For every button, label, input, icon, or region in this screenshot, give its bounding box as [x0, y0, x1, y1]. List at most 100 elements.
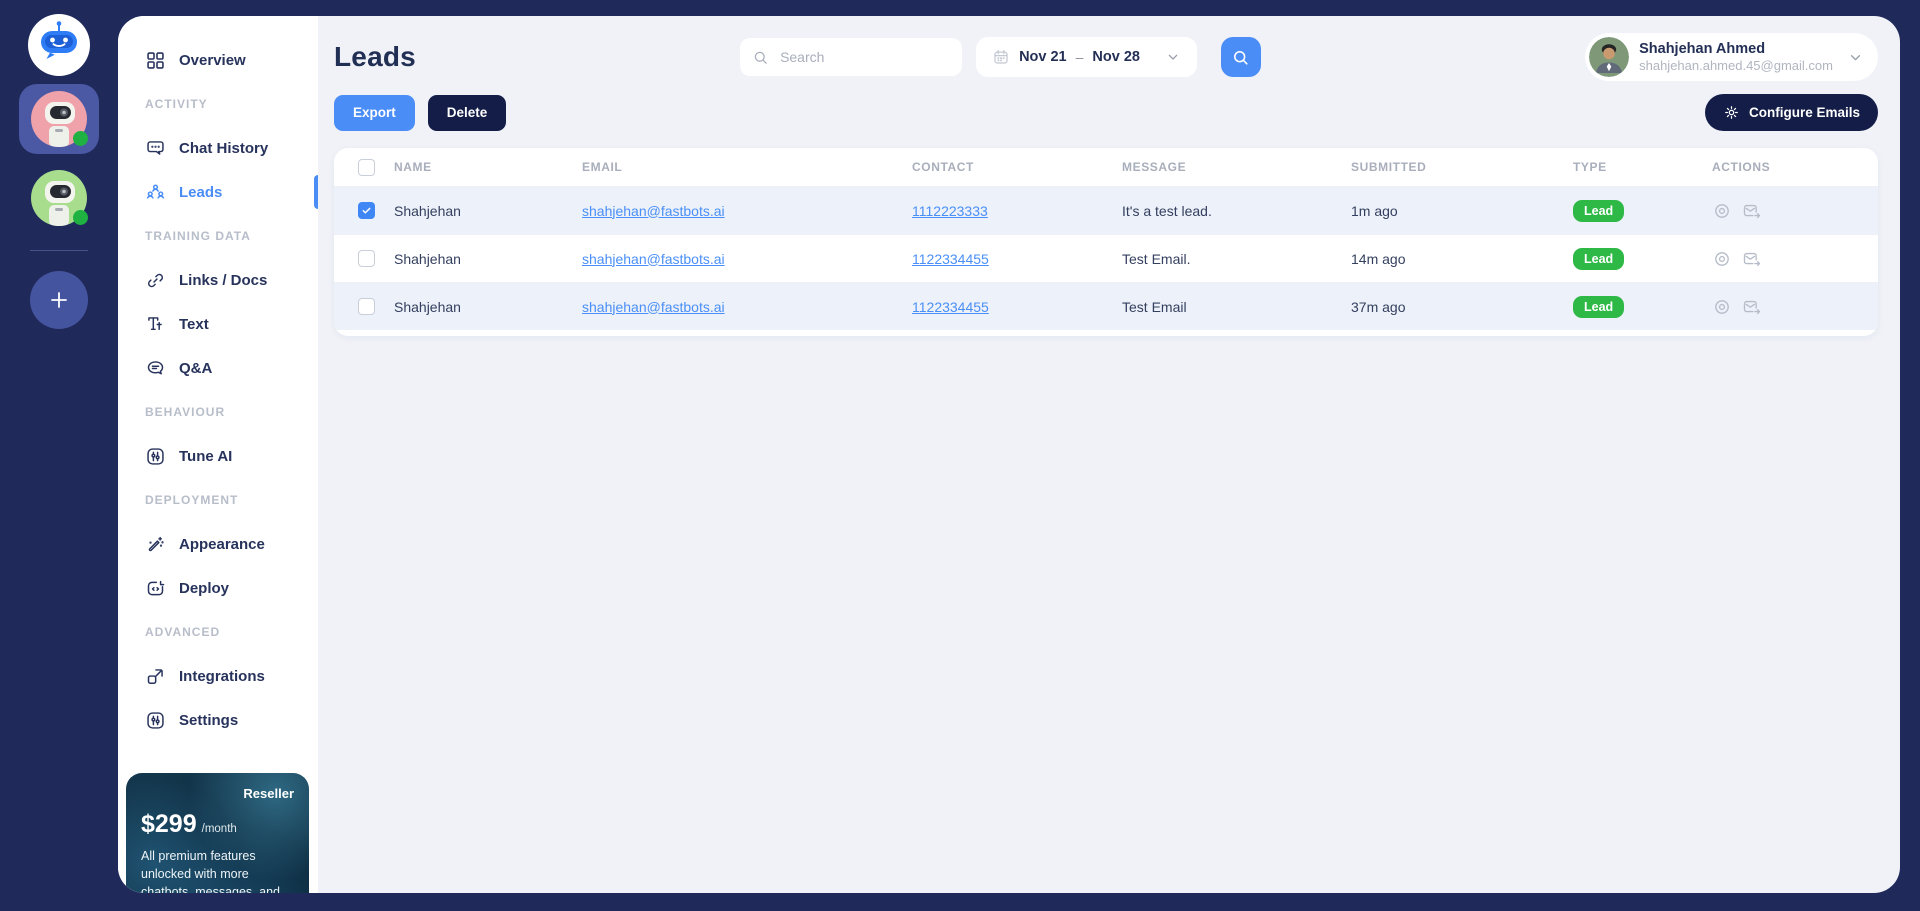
leads-toolbar: Export Delete Configure Emails: [334, 94, 1878, 131]
lead-message: It's a test lead.: [1122, 202, 1212, 219]
lead-type-badge: Lead: [1573, 199, 1625, 222]
apply-search-button[interactable]: [1220, 37, 1261, 77]
sidebar-item-text[interactable]: Text: [118, 302, 318, 346]
row-checkbox[interactable]: [358, 250, 375, 267]
chatbot-rail: [0, 0, 118, 911]
people-group-icon: [146, 183, 165, 199]
mail-forward-icon: [1743, 204, 1761, 218]
sidebar-item-label: Chat History: [179, 139, 269, 157]
column-header-type: TYPE: [1573, 160, 1607, 174]
sidebar-item-links-docs[interactable]: Links / Docs: [118, 258, 318, 302]
grid-icon: [147, 51, 164, 69]
plan-description: All premium features unlocked with more …: [141, 849, 280, 893]
plan-price: $299: [141, 810, 197, 838]
text-icon: [148, 316, 162, 330]
configure-emails-button[interactable]: Configure Emails: [1704, 94, 1878, 131]
view-icon: [1715, 203, 1729, 218]
sidebar-item-chat-history[interactable]: Chat History: [118, 126, 318, 170]
view-lead-button[interactable]: [1712, 297, 1732, 317]
lead-email-link[interactable]: shahjehan@fastbots.ai: [582, 250, 725, 267]
forward-email-button[interactable]: [1742, 297, 1762, 317]
lead-message: Test Email.: [1122, 250, 1191, 267]
sidebar-item-label: Q&A: [179, 359, 213, 377]
export-button[interactable]: Export: [334, 94, 415, 131]
sidebar-item-appearance[interactable]: Appearance: [118, 522, 318, 566]
user-profile-menu[interactable]: Shahjehan Ahmed shahjehan.ahmed.45@gmail…: [1585, 33, 1878, 81]
calendar-icon: [994, 49, 1008, 64]
lead-contact-link[interactable]: 1122334455: [912, 298, 989, 315]
lead-name: Shahjehan: [394, 202, 461, 219]
chatbot-avatar-green[interactable]: [31, 170, 88, 226]
sidebar-item-label: Leads: [179, 183, 223, 201]
lead-submitted: 14m ago: [1351, 250, 1406, 267]
reseller-plan-card[interactable]: Reseller $299 /month All premium feature…: [126, 773, 309, 893]
fastbots-logo-icon[interactable]: [28, 14, 90, 76]
column-header-contact: CONTACT: [912, 160, 974, 174]
chevron-down-icon: [1168, 54, 1178, 60]
page-title: Leads: [334, 41, 416, 72]
sliders-icon: [147, 711, 164, 729]
date-separator: –: [1075, 49, 1084, 65]
date-from: Nov 21: [1019, 49, 1067, 65]
column-header-message: MESSAGE: [1122, 160, 1187, 174]
lead-submitted: 1m ago: [1351, 202, 1398, 219]
link-icon: [147, 273, 164, 287]
table-row: Shahjehan shahjehan@fastbots.ai 11223344…: [334, 282, 1878, 330]
sidebar-item-label: Appearance: [179, 535, 265, 553]
select-all-checkbox[interactable]: [358, 158, 375, 176]
chat-bubble-icon: [147, 140, 164, 155]
table-header-row: NAME EMAIL CONTACT MESSAGE SUBMITTED TYP…: [334, 148, 1878, 186]
gear-icon: [1725, 106, 1738, 119]
sidebar-item-qa[interactable]: Q&A: [118, 346, 318, 390]
sidebar-item-label: Deploy: [179, 579, 230, 597]
mail-forward-icon: [1743, 300, 1761, 314]
date-range-picker[interactable]: Nov 21 – Nov 28: [976, 37, 1197, 77]
lead-message: Test Email: [1122, 298, 1187, 315]
app-panel: Overview ACTIVITY Chat History Leads TRA…: [118, 16, 1900, 893]
lead-submitted: 37m ago: [1351, 298, 1406, 315]
sidebar-item-integrations[interactable]: Integrations: [118, 654, 318, 698]
lead-name: Shahjehan: [394, 250, 461, 267]
view-icon: [1715, 251, 1729, 266]
plus-icon: [51, 292, 67, 308]
user-name: Shahjehan Ahmed: [1639, 40, 1766, 57]
sidebar-section-deployment: DEPLOYMENT: [145, 493, 239, 507]
lead-contact-link[interactable]: 1122334455: [912, 250, 989, 267]
rail-divider: [30, 250, 88, 251]
chatbot-selector-active[interactable]: [19, 84, 99, 154]
sliders-icon: [147, 447, 164, 465]
sidebar-item-deploy[interactable]: Deploy: [118, 566, 318, 610]
view-lead-button[interactable]: [1712, 201, 1732, 221]
lead-email-link[interactable]: shahjehan@fastbots.ai: [582, 202, 725, 219]
view-icon: [1715, 299, 1729, 314]
sidebar-section-behaviour: BEHAVIOUR: [145, 405, 226, 419]
online-status-dot: [73, 131, 88, 146]
sidebar-item-label: Overview: [179, 51, 246, 69]
forward-email-button[interactable]: [1742, 249, 1762, 269]
lead-name: Shahjehan: [394, 298, 461, 315]
column-header-submitted: SUBMITTED: [1351, 160, 1427, 174]
mail-forward-icon: [1743, 252, 1761, 266]
delete-button[interactable]: Delete: [427, 94, 507, 131]
user-avatar: [1589, 37, 1630, 77]
view-lead-button[interactable]: [1712, 249, 1732, 269]
chatbot-avatar-pink: [31, 91, 88, 147]
lead-contact-link[interactable]: 1112223333: [912, 202, 988, 219]
sidebar-section-advanced: ADVANCED: [145, 625, 221, 639]
sidebar-item-tune-ai[interactable]: Tune AI: [118, 434, 318, 478]
external-square-icon: [147, 668, 163, 684]
forward-email-button[interactable]: [1742, 201, 1762, 221]
row-checkbox[interactable]: [358, 202, 375, 219]
code-box-icon: [147, 580, 165, 595]
chevron-down-icon: [1850, 54, 1861, 60]
table-row: Shahjehan shahjehan@fastbots.ai 11223344…: [334, 234, 1878, 282]
sidebar-item-overview[interactable]: Overview: [118, 38, 318, 82]
plan-badge: Reseller: [243, 786, 294, 801]
row-checkbox[interactable]: [358, 298, 375, 315]
add-chatbot-button[interactable]: [30, 271, 88, 329]
sidebar-item-label: Links / Docs: [179, 271, 268, 289]
sidebar-item-settings[interactable]: Settings: [118, 698, 318, 742]
search-input[interactable]: [778, 48, 951, 66]
lead-email-link[interactable]: shahjehan@fastbots.ai: [582, 298, 725, 315]
sidebar-item-leads[interactable]: Leads: [118, 170, 318, 214]
